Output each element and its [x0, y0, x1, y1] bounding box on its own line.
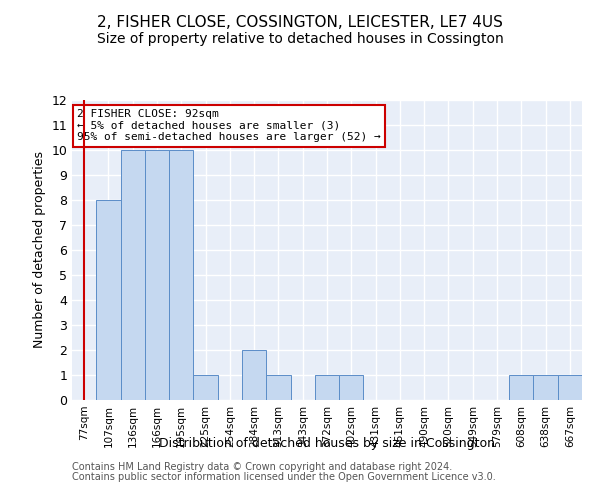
Bar — [266, 375, 290, 400]
Y-axis label: Number of detached properties: Number of detached properties — [33, 152, 46, 348]
Bar — [509, 375, 533, 400]
Text: Size of property relative to detached houses in Cossington: Size of property relative to detached ho… — [97, 32, 503, 46]
Bar — [315, 375, 339, 400]
Bar — [193, 375, 218, 400]
Bar — [242, 350, 266, 400]
Bar — [96, 200, 121, 400]
Text: 2 FISHER CLOSE: 92sqm
← 5% of detached houses are smaller (3)
95% of semi-detach: 2 FISHER CLOSE: 92sqm ← 5% of detached h… — [77, 109, 381, 142]
Text: Contains public sector information licensed under the Open Government Licence v3: Contains public sector information licen… — [72, 472, 496, 482]
Bar — [339, 375, 364, 400]
Text: Distribution of detached houses by size in Cossington: Distribution of detached houses by size … — [159, 438, 495, 450]
Text: 2, FISHER CLOSE, COSSINGTON, LEICESTER, LE7 4US: 2, FISHER CLOSE, COSSINGTON, LEICESTER, … — [97, 15, 503, 30]
Text: Contains HM Land Registry data © Crown copyright and database right 2024.: Contains HM Land Registry data © Crown c… — [72, 462, 452, 472]
Bar — [169, 150, 193, 400]
Bar — [558, 375, 582, 400]
Bar — [533, 375, 558, 400]
Bar — [121, 150, 145, 400]
Bar — [145, 150, 169, 400]
